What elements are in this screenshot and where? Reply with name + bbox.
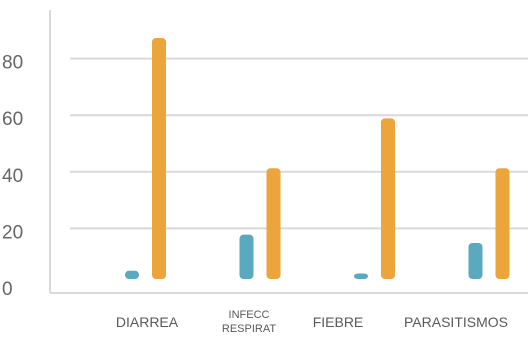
y-tick-label: 0 [2,279,13,300]
y-tick-labels: 0 20 40 60 80 [2,53,23,300]
x-tick-label: DIARREA [116,314,179,330]
bar-infecc-respirat-series-1 [240,235,254,279]
bar-parasitismos-series-2 [496,168,510,279]
x-tick-label: INFECC RESPIRAT [222,309,276,335]
bar-fiebre-series-1 [354,273,368,279]
x-tick-label: FIEBRE [313,314,364,330]
y-tick-label: 20 [2,222,23,243]
y-tick-label: 80 [2,53,23,74]
bar-fiebre-series-2 [381,118,395,279]
gridlines [70,59,528,229]
bar-diarrea-series-1 [125,271,139,279]
bar-infecc-respirat-series-2 [267,168,281,279]
x-tick-label: PARASITISMOS [404,314,508,330]
y-tick-label: 60 [2,109,23,130]
y-tick-label: 40 [2,166,23,187]
bar-diarrea-series-2 [152,38,166,279]
bar-parasitismos-series-1 [469,243,483,279]
x-tick-labels: DIARREA INFECC RESPIRAT FIEBRE PARASITISMOS [116,309,508,335]
bars [125,38,510,279]
